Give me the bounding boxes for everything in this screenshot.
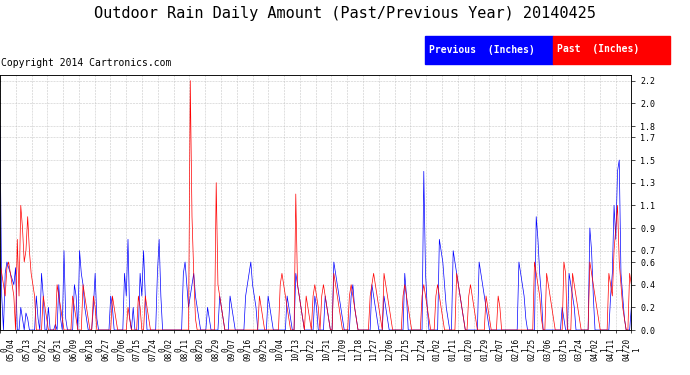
Text: Past  (Inches): Past (Inches) — [557, 45, 639, 54]
Text: Previous  (Inches): Previous (Inches) — [429, 45, 535, 54]
Text: Copyright 2014 Cartronics.com: Copyright 2014 Cartronics.com — [1, 58, 172, 68]
Text: Outdoor Rain Daily Amount (Past/Previous Year) 20140425: Outdoor Rain Daily Amount (Past/Previous… — [94, 6, 596, 21]
